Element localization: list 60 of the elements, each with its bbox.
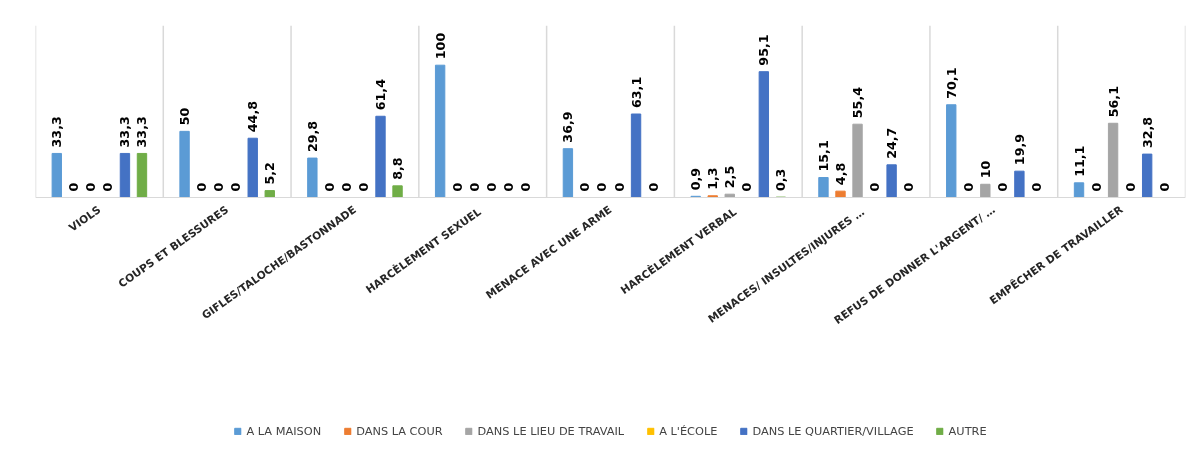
data-label: 0: [867, 182, 883, 192]
data-label: 0,9: [688, 167, 704, 191]
data-label: 0: [645, 182, 661, 192]
data-label: 0: [994, 182, 1010, 192]
data-label: 0: [901, 182, 917, 192]
data-label: 33,3: [49, 116, 65, 148]
data-label: 0: [211, 182, 227, 192]
data-label: 1,3: [705, 167, 721, 190]
data-label: 29,8: [304, 120, 320, 153]
data-label: 0: [500, 182, 516, 192]
legend-label: DANS LA COUR: [356, 424, 443, 438]
data-label: 0: [739, 182, 755, 192]
data-label: 63,1: [628, 76, 644, 109]
legend-label: AUTRE: [948, 424, 987, 438]
data-label: 56,1: [1105, 86, 1121, 118]
data-label: 44,8: [245, 100, 261, 133]
data-label: 0: [355, 182, 371, 192]
data-label: 95,1: [756, 34, 772, 66]
data-label: 0: [483, 182, 499, 192]
data-label: 33,3: [134, 116, 150, 148]
data-label: 50: [177, 107, 193, 126]
data-label: 61,4: [373, 78, 388, 111]
data-label: 0: [466, 182, 482, 192]
data-label: 70,1: [943, 67, 959, 99]
data-label: 33,3: [117, 116, 133, 148]
data-label: 55,4: [850, 86, 866, 119]
data-label: 100: [432, 32, 448, 60]
data-label: 0: [338, 182, 354, 192]
data-label: 0: [611, 182, 627, 192]
data-label: 19,9: [1011, 133, 1027, 166]
data-label: 8,8: [390, 157, 406, 180]
data-label: 0: [100, 182, 116, 192]
data-label: 0: [1088, 182, 1104, 192]
data-label: 0: [594, 182, 610, 192]
data-label: 0: [194, 182, 210, 192]
data-label: 0,3: [773, 168, 789, 192]
data-label: 5,2: [262, 162, 278, 185]
data-label: 24,7: [884, 127, 900, 159]
data-label: 11,1: [1071, 145, 1087, 177]
data-label: 0: [66, 182, 82, 192]
data-label: 0: [1028, 182, 1044, 192]
data-label: 4,8: [833, 162, 848, 186]
data-label: 0: [577, 182, 593, 192]
legend-label: DANS LE QUARTIER/VILLAGE: [752, 424, 914, 438]
data-label: 0: [449, 182, 465, 192]
data-label: 0: [960, 182, 976, 192]
data-label: 0: [228, 182, 244, 192]
data-label: 15,1: [815, 140, 831, 172]
data-label: 10: [977, 160, 993, 179]
legend-label: A L'ÉCOLE: [659, 424, 718, 438]
data-label: 2,5: [722, 165, 738, 189]
legend-label: A LA MAISON: [246, 424, 322, 438]
legend-label: DANS LE LIEU DE TRAVAIL: [477, 424, 625, 438]
data-label: 32,8: [1139, 116, 1155, 149]
data-label: 0: [1156, 182, 1172, 192]
data-label: 0: [1122, 182, 1138, 192]
data-label: 36,9: [560, 111, 576, 143]
data-label: 0: [517, 182, 533, 192]
data-label: 0: [83, 182, 99, 192]
data-label: 0: [321, 182, 337, 192]
